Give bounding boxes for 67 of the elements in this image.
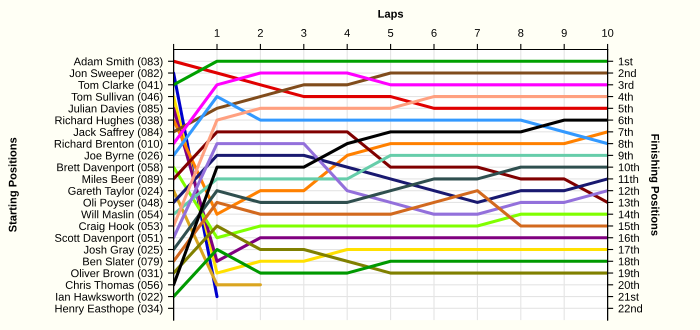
- y2-tick-label: 6th: [618, 116, 633, 124]
- line-series: [174, 189, 608, 263]
- y2-axis-title: Finishing Positions: [648, 134, 660, 236]
- x-tick-label: 10: [602, 29, 614, 37]
- line-series: [174, 95, 608, 228]
- text: Will Maslin (054): [81, 210, 162, 221]
- y2-tick-label: 11th: [618, 174, 638, 184]
- text: Brett Davenport (058): [57, 163, 162, 174]
- y2-tick-label: 14th: [618, 210, 639, 218]
- text: Starting Positions: [8, 138, 19, 232]
- text: Richard Brenton (010): [54, 140, 162, 150]
- y2-tick-label: 13th: [618, 198, 639, 207]
- text: Ian Hawksworth (022): [56, 292, 162, 303]
- text: Joe Byrne (026): [84, 151, 162, 162]
- text: Gareth Taylor (024): [68, 186, 162, 198]
- text: Craig Hook (053): [79, 222, 162, 232]
- y2-tick-label: 22nd: [618, 304, 642, 312]
- y2-tick-label: 5th: [618, 104, 633, 112]
- y2-tick-label: 10th: [618, 163, 639, 172]
- y2-tick-label: 20th: [618, 280, 639, 289]
- text: Tom Sullivan (046): [71, 92, 162, 103]
- y2-tick-label: 4th: [618, 92, 633, 101]
- line-series: [174, 142, 608, 240]
- x-tick-label: 5: [388, 29, 394, 37]
- x-tick-label: 9: [562, 29, 567, 37]
- x-axis-title: Laps: [378, 10, 404, 20]
- y2-tick-label: 7th: [618, 128, 633, 136]
- y2-tick-label: 3rd: [618, 80, 634, 89]
- text: Jack Saffrey (084): [73, 128, 162, 138]
- y2-tick-label: 15th: [618, 222, 639, 230]
- x-tick-label: 2: [258, 29, 263, 37]
- text: Chris Thomas (056): [66, 280, 162, 292]
- x-tick-label: 3: [301, 29, 306, 37]
- x-tick-label: 6: [431, 29, 437, 37]
- line-series: [174, 224, 608, 275]
- line-series: [174, 130, 608, 204]
- text: Miles Beer (089): [82, 174, 162, 186]
- line-series: [174, 60, 608, 110]
- y2-tick-label: 21st: [618, 292, 639, 301]
- text: Tom Clarke (041): [78, 80, 162, 92]
- text: Ben Slater (079): [83, 257, 162, 268]
- text: Scott Davenport (051): [55, 234, 162, 244]
- line-series: [174, 154, 608, 204]
- text: Josh Gray (025): [84, 245, 162, 256]
- y2-tick-label: 9th: [618, 151, 633, 160]
- y2-tick-label: 16th: [618, 234, 639, 242]
- y2-tick-label: 18th: [618, 257, 639, 266]
- text: Julian Davies (085): [68, 104, 162, 115]
- text: Adam Smith (083): [74, 57, 162, 68]
- text: Oliver Brown (031): [71, 269, 162, 280]
- y2-tick-label: 2nd: [618, 69, 636, 78]
- line-series: [174, 248, 608, 298]
- line-series: [174, 72, 608, 134]
- y2-tick-label: 1st: [618, 58, 633, 66]
- text: Richard Hughes (038): [55, 116, 162, 126]
- text: Henry Easthope (034): [55, 304, 162, 315]
- y2-tick-label: 12th: [618, 186, 639, 195]
- y2-tick-label: 17th: [618, 245, 639, 254]
- x-tick-label: 4: [344, 29, 350, 37]
- x-tick-label: 7: [474, 29, 480, 37]
- y2-tick-label: 19th: [618, 269, 639, 278]
- x-tick-label: 1: [214, 29, 220, 37]
- y2-tick-label: 8th: [618, 140, 633, 148]
- line-series: [174, 95, 608, 157]
- text: Oli Poyser (048): [83, 198, 162, 209]
- x-tick-label: 8: [518, 29, 524, 37]
- text: Jon Sweeper (082): [69, 69, 162, 80]
